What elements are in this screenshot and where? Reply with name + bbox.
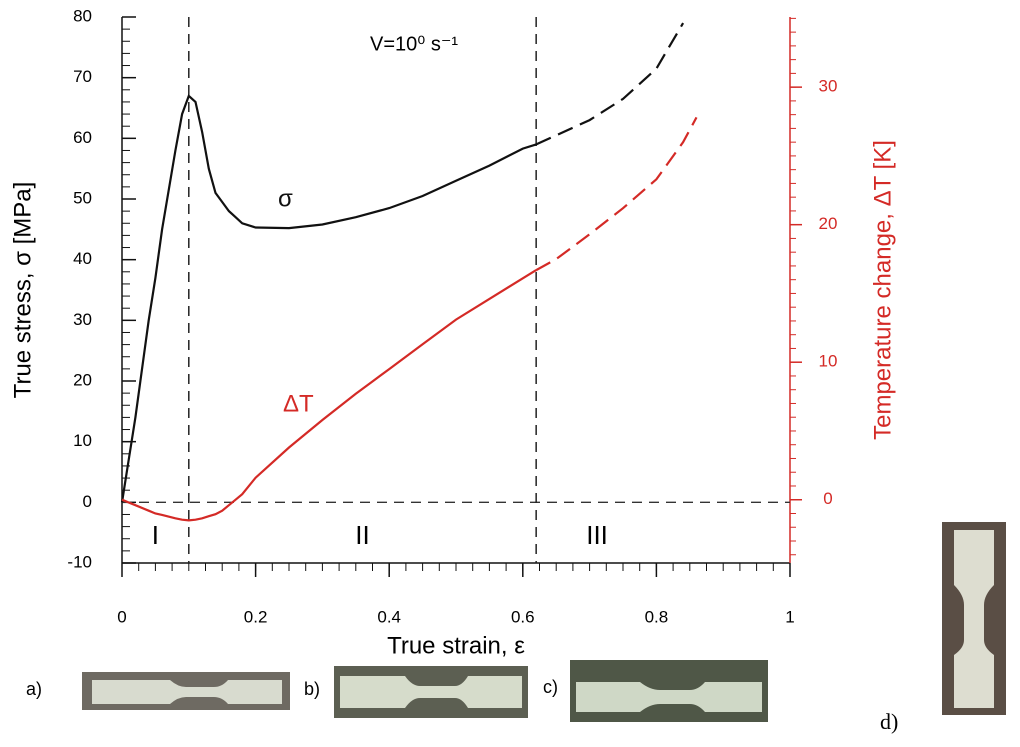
y-tick-label: 10 xyxy=(73,431,92,450)
x-tick-label: 0.2 xyxy=(244,607,268,626)
series-line xyxy=(535,22,685,146)
x-axis-title: True strain, ε xyxy=(387,632,525,659)
y2-tick-label: 20 xyxy=(819,214,838,233)
series-line xyxy=(535,116,698,272)
y-tick-label: 80 xyxy=(73,6,92,25)
series-label: σ xyxy=(278,185,293,212)
x-tick-label: 0.8 xyxy=(645,607,669,626)
x-tick-label: 0.6 xyxy=(511,607,535,626)
photo-d: d) xyxy=(880,522,1006,734)
y2-axis-title: Temperature change, ΔT [K] xyxy=(869,140,896,440)
photo-b: b) xyxy=(304,666,528,718)
photo-c: c) xyxy=(543,660,768,722)
y2-tick-label: 0 xyxy=(823,489,832,508)
y-tick-label: 30 xyxy=(73,310,92,329)
series-line xyxy=(120,94,537,503)
photo-a: a) xyxy=(26,672,290,710)
y-tick-label: 70 xyxy=(73,67,92,86)
plot: 0 0.2 0.4 0.6 0.8 1 -10 0 10 20 30 40 50 60 70 80 0 10 20 3… xyxy=(67,6,837,626)
region-label: III xyxy=(586,520,608,550)
y-tick-label: 20 xyxy=(73,370,92,389)
x-tick-label: 0 xyxy=(117,607,126,626)
series-label: ΔT xyxy=(283,390,314,417)
series-line xyxy=(121,269,537,522)
photo-label: a) xyxy=(26,679,42,699)
x-tick-label: 0.4 xyxy=(377,607,401,626)
y-axis-title: True stress, σ [MPa] xyxy=(9,182,36,399)
y-tick-label: -10 xyxy=(67,552,92,571)
region-label: I xyxy=(152,520,159,550)
y-tick-label: 0 xyxy=(83,492,92,511)
photo-label: c) xyxy=(543,677,558,697)
y-tick-label: 40 xyxy=(73,249,92,268)
photo-label: d) xyxy=(880,709,898,734)
y2-tick-label: 30 xyxy=(819,77,838,96)
rate-annotation: V=10⁰ s⁻¹ xyxy=(370,33,458,55)
region-label: II xyxy=(355,520,369,550)
y2-tick-label: 10 xyxy=(819,352,838,371)
y-tick-label: 60 xyxy=(73,128,92,147)
photo-label: b) xyxy=(304,679,320,699)
y-tick-label: 50 xyxy=(73,188,92,207)
x-tick-label: 1 xyxy=(785,607,794,626)
